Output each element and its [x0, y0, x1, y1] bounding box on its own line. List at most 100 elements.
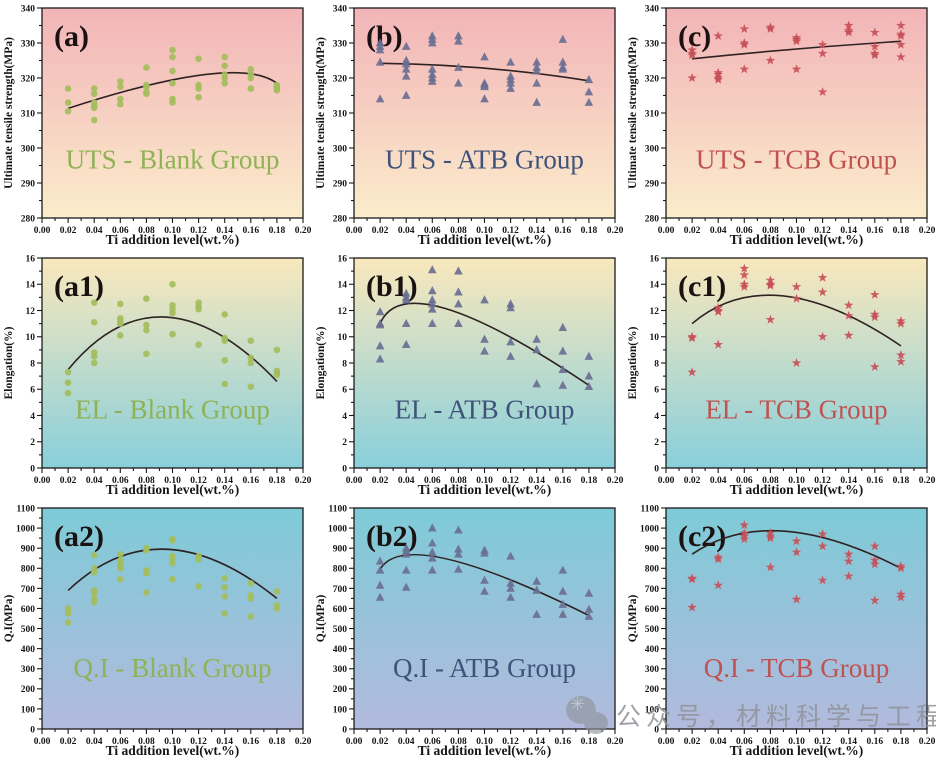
data-point: [454, 36, 463, 45]
x-tick-label: 0.02: [60, 476, 77, 486]
fit-curve: [691, 294, 902, 347]
data-point: [558, 586, 568, 595]
group-title: EL - Blank Group: [75, 395, 270, 425]
data-point: [247, 85, 255, 92]
data-point: [558, 609, 568, 618]
y-tick-label: 12: [650, 307, 660, 317]
y-tick-label: 700: [333, 585, 348, 595]
x-axis-label: Ti addition level(wt.%): [730, 743, 864, 758]
data-point: [817, 575, 828, 585]
data-point: [713, 31, 723, 40]
fit-curve: [691, 529, 902, 570]
axis-ticks: [349, 257, 616, 473]
data-point: [117, 320, 124, 327]
x-tick-label: 0.14: [216, 737, 233, 747]
data-point: [480, 548, 489, 557]
data-point: [117, 78, 124, 85]
data-points: [687, 520, 906, 612]
y-tick-label: 800: [21, 565, 36, 575]
data-point: [532, 345, 541, 354]
data-point: [713, 580, 723, 590]
data-point: [428, 553, 437, 562]
y-tick-label: 340: [333, 4, 348, 14]
data-point: [687, 73, 697, 82]
x-tick-label: 0.16: [242, 226, 259, 236]
y-tick-label: 400: [333, 645, 348, 655]
data-point: [143, 569, 150, 577]
x-tick-label: 0.16: [554, 737, 571, 747]
x-tick-label: 0.08: [138, 226, 155, 236]
data-point: [143, 326, 150, 334]
x-tick-label: 0.06: [424, 476, 441, 486]
data-point: [532, 609, 541, 618]
data-point: [428, 76, 437, 85]
panel-letter: (a1): [54, 270, 104, 303]
x-tick-label: 0.20: [295, 737, 312, 747]
y-tick-label: 4: [30, 412, 35, 422]
data-point: [454, 287, 463, 296]
group-title: UTS - Blank Group: [66, 145, 280, 175]
data-point: [375, 592, 385, 601]
data-point: [221, 575, 228, 582]
x-tick-label: 0.04: [398, 476, 415, 486]
data-point: [791, 536, 802, 546]
x-tick-label: 0.10: [476, 476, 493, 486]
x-tick-label: 0.04: [398, 226, 415, 236]
data-point: [64, 389, 72, 397]
y-tick-label: 100: [645, 705, 660, 715]
y-tick-label: 6: [654, 386, 659, 396]
y-tick-label: 16: [338, 254, 348, 264]
x-tick-label: 0.20: [919, 226, 936, 236]
data-point: [64, 368, 72, 376]
y-tick-label: 8: [654, 359, 659, 369]
x-tick-label: 0.12: [814, 737, 831, 747]
data-point: [428, 64, 437, 73]
data-point: [169, 309, 176, 317]
data-point: [90, 299, 98, 306]
data-points: [64, 46, 281, 124]
data-point: [765, 280, 776, 290]
y-tick-label: 2: [342, 438, 347, 448]
data-point: [117, 564, 124, 572]
data-point: [480, 346, 489, 355]
y-tick-label: 500: [333, 625, 348, 635]
x-tick-label: 0.04: [710, 737, 727, 747]
x-tick-label: 0.14: [528, 737, 545, 747]
data-point: [169, 576, 176, 583]
data-point: [687, 367, 697, 377]
data-point: [843, 300, 854, 310]
data-point: [169, 46, 176, 54]
x-tick-label: 0.18: [581, 476, 598, 486]
data-point: [273, 371, 281, 379]
data-point: [195, 93, 202, 101]
y-tick-label: 100: [333, 705, 348, 715]
y-tick-label: 300: [645, 665, 660, 675]
x-tick-label: 0.04: [710, 476, 727, 486]
panel-letter: (b): [366, 20, 403, 53]
data-point: [480, 295, 489, 304]
axis-ticks: [349, 7, 616, 223]
x-tick-label: 0.16: [242, 737, 259, 747]
y-axis-label: Elongation(%): [315, 326, 327, 399]
y-tick-label: 1100: [329, 504, 348, 514]
y-tick-label: 600: [333, 605, 348, 615]
data-point: [817, 272, 828, 282]
data-point: [428, 299, 437, 308]
x-tick-label: 0.14: [216, 476, 233, 486]
x-tick-label: 0.08: [450, 476, 467, 486]
x-axis-label: Ti addition level(wt.%): [106, 482, 240, 497]
y-axis-label: Elongation(%): [3, 326, 15, 399]
x-tick-label: 0.16: [554, 226, 571, 236]
y-tick-label: 14: [26, 281, 36, 291]
y-tick-label: 2: [654, 438, 659, 448]
data-point: [870, 50, 880, 60]
data-point: [506, 351, 515, 360]
data-point: [817, 541, 828, 551]
x-tick-label: 0.06: [424, 737, 441, 747]
x-tick-label: 0.18: [581, 737, 598, 747]
y-tick-label: 320: [21, 74, 36, 84]
x-tick-label: 0.12: [502, 226, 519, 236]
x-tick-label: 0.16: [866, 226, 883, 236]
data-point: [428, 538, 437, 547]
data-point: [532, 334, 541, 343]
